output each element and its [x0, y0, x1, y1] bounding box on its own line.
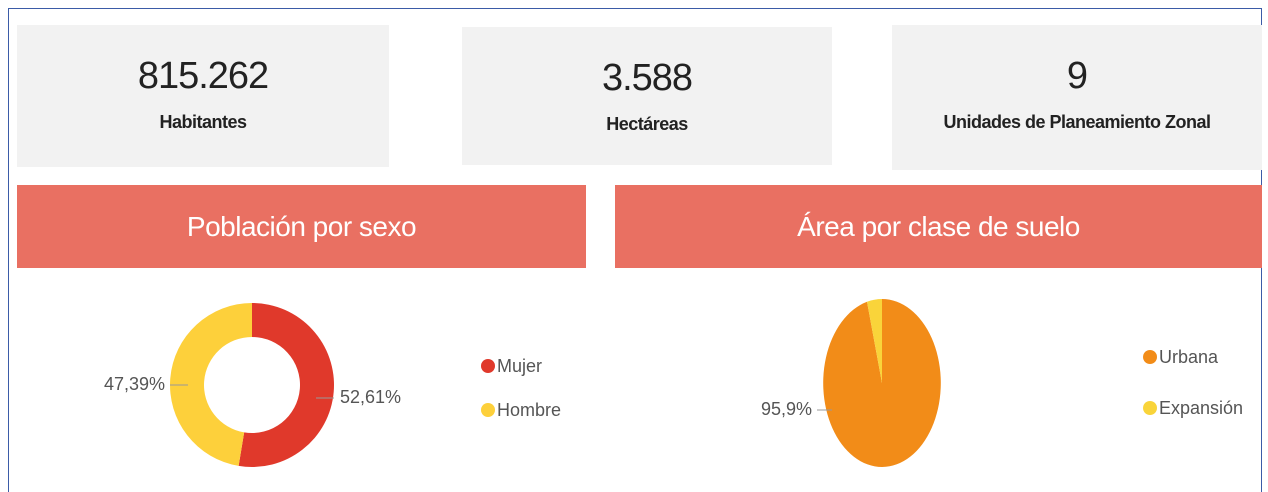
data-label: 52,61%	[340, 387, 401, 407]
data-label: 95,9%	[761, 399, 812, 419]
kpi-label: Unidades de Planeamiento Zonal	[943, 112, 1211, 132]
legend-label: Hombre	[497, 400, 561, 420]
legend-marker	[1143, 401, 1157, 415]
kpi-card: 3.588 Hectáreas	[462, 27, 832, 165]
kpi-label: Hectáreas	[606, 114, 688, 134]
slice	[238, 303, 335, 467]
legend-label: Expansión	[1159, 398, 1243, 418]
legend-marker	[481, 403, 495, 417]
legend-marker	[481, 359, 495, 373]
chart-title: Población por sexo	[17, 185, 586, 268]
kpi-label: Habitantes	[159, 112, 247, 132]
chart-title: Área por clase de suelo	[615, 185, 1262, 268]
pie	[823, 299, 941, 467]
kpi-card: 9 Unidades de Planeamiento Zonal	[892, 25, 1262, 170]
legend-label: Mujer	[497, 356, 542, 376]
slice	[170, 303, 252, 466]
legend-label: Urbana	[1159, 347, 1219, 367]
slice	[867, 299, 882, 383]
legend-marker	[1143, 350, 1157, 364]
kpi-card: 815.262 Habitantes	[17, 25, 389, 167]
kpi-value: 9	[1066, 55, 1088, 97]
pie	[170, 303, 335, 467]
kpi-value: 3.588	[601, 57, 693, 99]
kpi-value: 815.262	[137, 55, 269, 97]
data-label: 47,39%	[104, 374, 165, 394]
